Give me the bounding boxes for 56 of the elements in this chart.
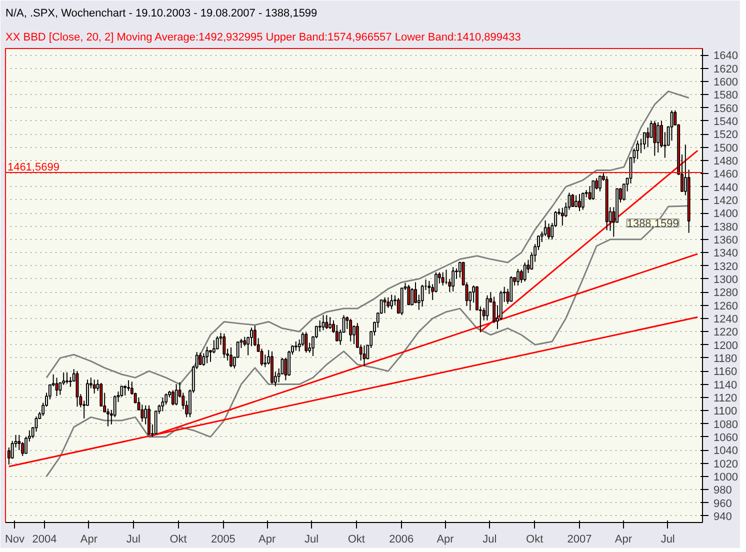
y-tick-label: 1340 xyxy=(714,248,738,260)
y-tick-label: 1200 xyxy=(714,340,738,352)
y-tick-label: 1120 xyxy=(714,392,738,404)
x-tick-label: Apr xyxy=(436,534,454,546)
y-tick-label: 1600 xyxy=(714,76,738,88)
y-tick-label: 1320 xyxy=(714,260,738,273)
y-tick-label: 1380 xyxy=(714,221,738,234)
x-tick-label: Apr xyxy=(614,534,632,546)
x-tick-label: Okt xyxy=(348,534,366,546)
x-tick-label: 2005 xyxy=(210,534,236,546)
y-tick-label: 1180 xyxy=(714,352,738,365)
x-tick-label: 2007 xyxy=(567,534,592,546)
y-tick-label: 980 xyxy=(714,484,732,497)
y-tick-label: 1520 xyxy=(714,129,738,142)
x-tick-label: 2004 xyxy=(32,534,57,546)
y-tick-label: 1460 xyxy=(714,168,738,181)
y-tick-label: 940 xyxy=(714,510,732,523)
x-tick-label: Apr xyxy=(80,534,98,546)
y-tick-label: 1580 xyxy=(714,90,738,102)
y-tick-label: 1620 xyxy=(714,63,738,76)
x-tick-label: Okt xyxy=(170,534,187,546)
x-tick-label: Jul xyxy=(660,534,675,546)
y-tick-label: 1640 xyxy=(714,50,738,62)
annotation: 1388,1599 xyxy=(626,218,679,230)
chart-title: N/A, .SPX, Wochenchart - 19.10.2003 - 19.08.2007 - 1388,1599 xyxy=(6,8,318,20)
y-tick-label: 1300 xyxy=(714,274,738,286)
y-tick-label: 1500 xyxy=(714,142,738,154)
y-tick-label: 1480 xyxy=(714,155,738,168)
y-tick-label: 1420 xyxy=(714,194,738,207)
y-tick-label: 1100 xyxy=(714,406,738,418)
y-tick-label: 1220 xyxy=(714,326,738,339)
y-tick-label: 1280 xyxy=(714,287,738,300)
y-tick-label: 1040 xyxy=(714,445,738,458)
x-tick-label: Apr xyxy=(258,534,276,546)
x-tick-label: 2006 xyxy=(389,534,414,546)
x-tick-label: Nov xyxy=(4,534,26,546)
y-tick-label: 1000 xyxy=(714,471,738,484)
y-tick-label: 1160 xyxy=(714,366,738,378)
y-tick-label: 1400 xyxy=(714,208,738,220)
y-tick-label: 1560 xyxy=(714,102,738,115)
x-tick-label: Okt xyxy=(526,534,544,546)
y-tick-label: 1020 xyxy=(714,458,738,470)
y-tick-label: 960 xyxy=(714,498,732,510)
x-tick-label: Jul xyxy=(482,534,497,546)
chart-subtitle: XX BBD [Close, 20, 2] Moving Average:1492,932995 Upper Band:1574,966557 Lower Band:1410,899433 xyxy=(6,32,521,44)
y-tick-label: 1440 xyxy=(714,182,738,194)
y-tick-label: 1240 xyxy=(714,313,738,326)
y-tick-label: 1260 xyxy=(714,300,738,312)
y-tick-label: 1060 xyxy=(714,432,738,444)
y-tick-label: 1540 xyxy=(714,116,738,128)
y-tick-label: 1140 xyxy=(714,379,738,392)
y-tick-label: 1360 xyxy=(714,234,738,246)
x-tick-label: Jul xyxy=(304,534,319,546)
ref-line-label: 1461,5699 xyxy=(7,162,60,174)
x-tick-label: Jul xyxy=(126,534,140,546)
y-tick-label: 1080 xyxy=(714,418,738,431)
